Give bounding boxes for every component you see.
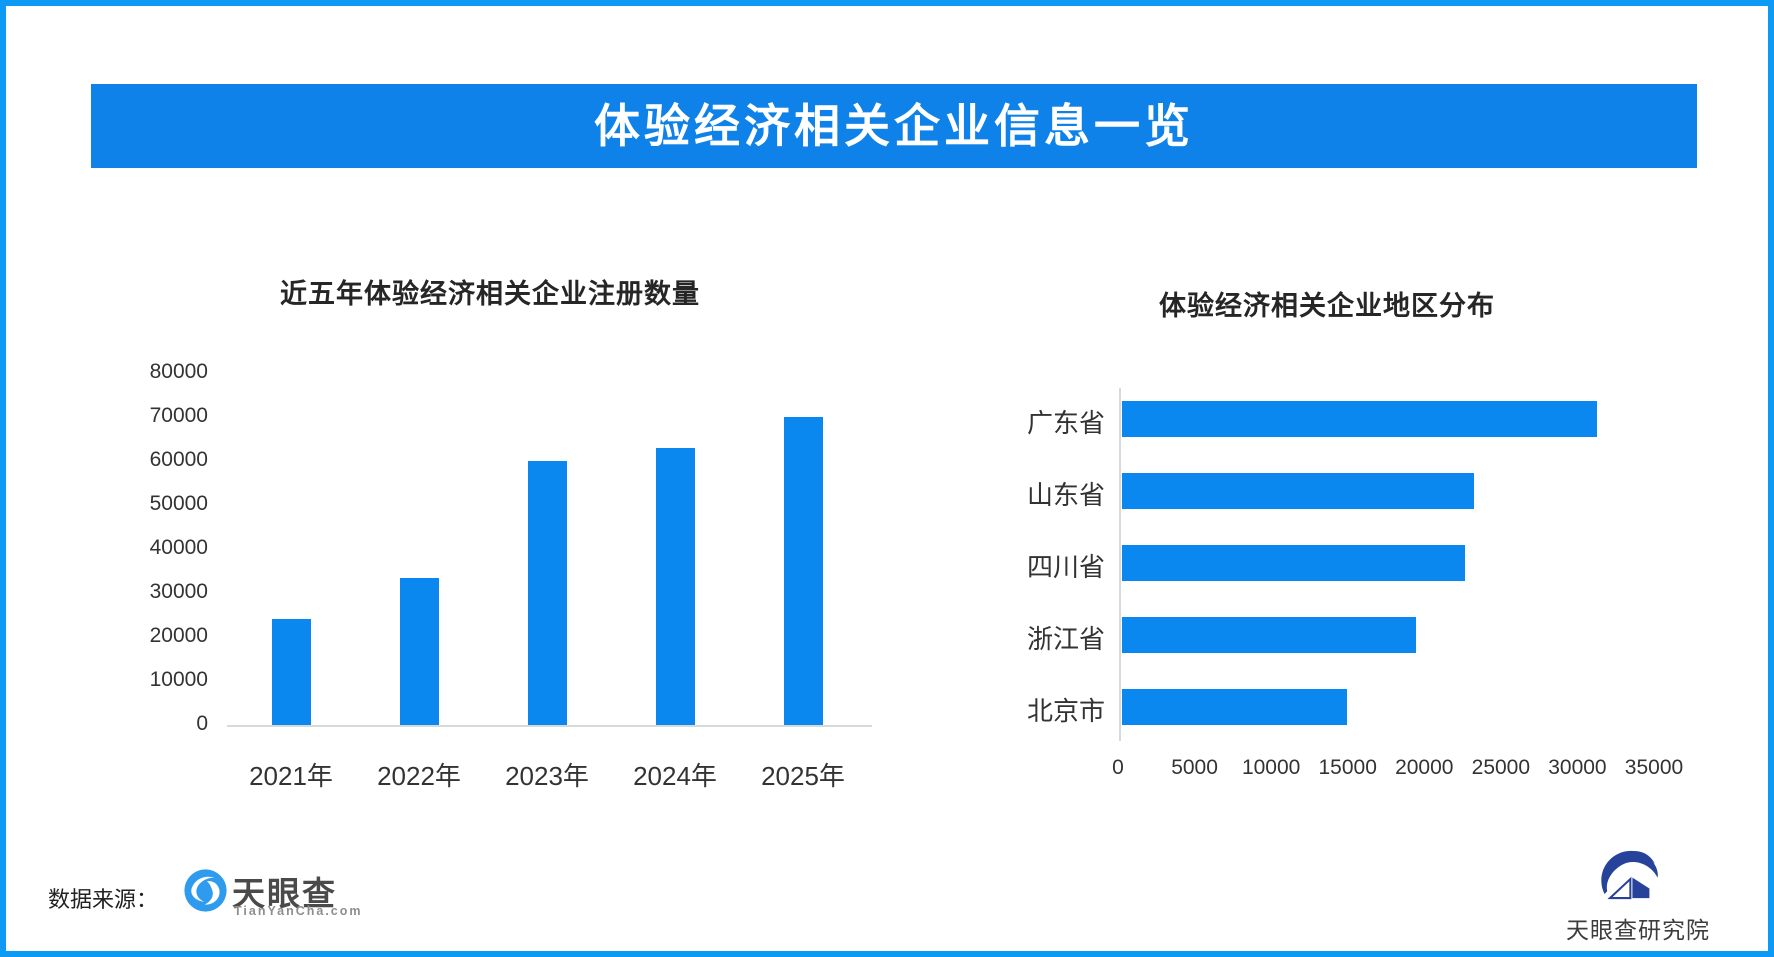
main-title: 体验经济相关企业信息一览 <box>594 100 1194 152</box>
right-chart-title: 体验经济相关企业地区分布 <box>1159 291 1495 322</box>
y-axis-tick-label: 10000 <box>149 668 208 691</box>
y-axis-category-label: 浙江省 <box>1026 624 1105 654</box>
bar-浙江省 <box>1122 617 1417 653</box>
tianyancha-logo-subtitle: TianYanCha.com <box>234 904 363 918</box>
bar-2021年 <box>271 619 311 725</box>
y-axis-category-label: 北京市 <box>1026 696 1105 726</box>
y-axis-tick-label: 80000 <box>149 360 208 383</box>
y-axis-line <box>1119 388 1121 741</box>
y-axis-tick-label: 20000 <box>149 624 208 647</box>
bar-2022年 <box>399 577 439 725</box>
bar-2025年 <box>783 417 823 725</box>
x-axis-category-label: 2025年 <box>761 761 845 791</box>
y-axis-category-label: 山东省 <box>1026 480 1105 510</box>
x-axis-tick-label: 30000 <box>1548 756 1607 779</box>
y-axis-category-label: 四川省 <box>1026 552 1105 582</box>
x-axis-category-label: 2022年 <box>377 761 461 791</box>
data-source-label: 数据来源： <box>48 887 159 912</box>
y-axis-tick-label: 0 <box>196 712 208 735</box>
y-axis-tick-label: 30000 <box>149 580 208 603</box>
y-axis-tick-label: 40000 <box>149 536 208 559</box>
bar-广东省 <box>1122 401 1597 437</box>
y-axis-category-label: 广东省 <box>1026 408 1105 438</box>
x-axis-tick-label: 5000 <box>1171 756 1218 779</box>
header-banner: 体验经济相关企业信息一览 <box>91 84 1697 168</box>
y-axis-tick-label: 70000 <box>149 404 208 427</box>
x-axis-tick-label: 15000 <box>1318 756 1377 779</box>
x-axis-category-label: 2023年 <box>505 761 589 791</box>
x-axis-tick-label: 10000 <box>1241 756 1301 779</box>
bar-北京市 <box>1122 689 1348 725</box>
x-axis-category-label: 2021年 <box>249 761 333 791</box>
x-axis-tick-label: 0 <box>1112 756 1124 779</box>
bar-2023年 <box>527 461 567 725</box>
bar-山东省 <box>1122 473 1475 509</box>
left-chart-title: 近五年体验经济相关企业注册数量 <box>280 279 700 310</box>
y-axis-tick-label: 60000 <box>149 448 208 471</box>
x-axis-category-label: 2024年 <box>633 761 717 791</box>
bar-2024年 <box>655 447 695 725</box>
research-institute-icon <box>1595 846 1663 913</box>
tianyancha-swirl-icon <box>183 868 228 918</box>
x-axis-tick-label: 25000 <box>1471 756 1531 779</box>
tianyancha-logo-text: 天眼查 <box>232 875 337 912</box>
bar-四川省 <box>1122 545 1466 581</box>
y-axis-tick-label: 50000 <box>149 492 208 515</box>
research-institute-logo-text: 天眼查研究院 <box>1566 917 1710 943</box>
x-axis-tick-label: 35000 <box>1624 756 1684 779</box>
x-axis-baseline <box>227 725 872 727</box>
x-axis-tick-label: 20000 <box>1395 756 1454 779</box>
